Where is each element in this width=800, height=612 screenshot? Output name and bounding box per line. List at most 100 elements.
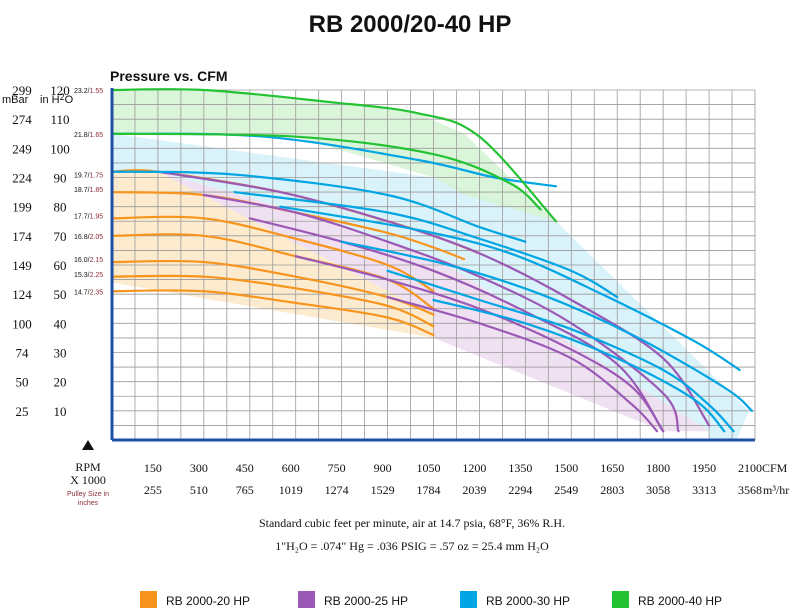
curve-3 <box>110 215 435 293</box>
x-tick-m3hr: 3313 <box>692 483 716 497</box>
y-tick-inh2o: 70 <box>54 229 67 244</box>
left-axis-unit: mBar <box>2 94 29 106</box>
y-tick-inh2o: 40 <box>54 316 67 331</box>
curve-10 <box>248 217 665 433</box>
x-tick-m3hr: 765 <box>236 483 254 497</box>
curve-label: 19.7/1.75 <box>74 173 103 180</box>
footnote-conversion: 1"H₂O = .074" Hg = .036 PSIG = .57 oz = … <box>275 539 549 553</box>
y-tick-inh2o: 20 <box>54 375 67 390</box>
y-tick-mbar: 224 <box>12 171 32 186</box>
y-tick-mbar: 249 <box>12 141 32 156</box>
y-tick-mbar: 25 <box>16 404 29 419</box>
x-tick-cfm: 1650 <box>600 461 624 475</box>
legend-label: RB 2000-40 HP <box>638 594 722 608</box>
y-tick-mbar: 124 <box>12 287 32 302</box>
rpm-label: RPM <box>75 460 101 474</box>
x-tick-m3hr: 3058 <box>646 483 670 497</box>
x-tick-cfm: 450 <box>236 461 254 475</box>
y-tick-inh2o: 120 <box>50 83 70 98</box>
x-tick-cfm: 1800 <box>646 461 670 475</box>
x-tick-cfm: 300 <box>190 461 208 475</box>
footnote-conditions: Standard cubic feet per minute, air at 1… <box>259 516 565 530</box>
x-unit-cfm: CFM <box>762 461 788 475</box>
y-tick-inh2o: 110 <box>50 112 69 127</box>
x-tick-m3hr: 2039 <box>462 483 486 497</box>
curve-21 <box>110 132 542 211</box>
y-tick-mbar: 100 <box>12 316 32 331</box>
curve-15 <box>233 190 619 299</box>
x-tick-cfm: 1050 <box>417 461 441 475</box>
y-tick-inh2o: 30 <box>54 346 67 361</box>
curve-7 <box>110 289 435 337</box>
legend-label: RB 2000-25 HP <box>324 594 408 608</box>
x-tick-cfm: 1200 <box>462 461 486 475</box>
right-axis-unit-main: in H <box>40 94 60 106</box>
curve-9 <box>202 193 680 433</box>
curve-17 <box>340 240 754 412</box>
curve-label: 18.7/1.85 <box>74 187 103 194</box>
chart-subtitle: Pressure vs. CFM <box>110 68 228 84</box>
x-tick-m3hr: 1529 <box>371 483 395 497</box>
x-tick-cfm: 2100 <box>738 461 762 475</box>
x-tick-cfm: 600 <box>282 461 300 475</box>
chart-title: RB 2000/20-40 HP <box>309 11 512 38</box>
region-4 <box>112 90 556 222</box>
y-tick-inh2o: 100 <box>50 141 70 156</box>
curve-18 <box>386 269 735 433</box>
curve-19 <box>432 298 726 433</box>
x-tick-cfm: 1950 <box>692 461 716 475</box>
curve-6 <box>110 274 435 328</box>
y-tick-inh2o: 90 <box>54 171 67 186</box>
x-tick-cfm: 1500 <box>554 461 578 475</box>
right-axis-unit-sub: 2 <box>60 92 65 102</box>
y-tick-mbar: 50 <box>16 375 29 390</box>
legend-swatch <box>460 591 477 608</box>
y-tick-inh2o: 50 <box>54 287 67 302</box>
curve-labels: 23.2/1.55 21.8/1.65 19.7/1.75 18.7/1.85 17.7… <box>74 88 103 296</box>
pulley-note: Pulley Size in inches <box>67 491 109 507</box>
y-tick-mbar: 74 <box>16 346 30 361</box>
right-axis-unit-tail: O <box>65 94 74 106</box>
curve-16 <box>279 205 741 372</box>
curve-label: 17.7/1.95 <box>74 213 103 220</box>
curve-8 <box>156 170 711 427</box>
curve-20 <box>110 88 558 223</box>
y-tick-inh2o: 60 <box>54 258 67 273</box>
y-tick-mbar: 174 <box>12 229 32 244</box>
x-tick-cfm: 1350 <box>508 461 532 475</box>
x-tick-cfm: 150 <box>144 461 162 475</box>
curve-label: 21.8/1.65 <box>74 132 103 139</box>
curve-label: 16.8/2.05 <box>74 234 103 241</box>
axes <box>110 88 755 442</box>
x-tick-m3hr: 255 <box>144 483 162 497</box>
y-tick-inh2o: 80 <box>54 200 67 215</box>
curve-label: 23.2/1.55 <box>74 88 103 95</box>
curve-label: 15.3/2.25 <box>74 272 103 279</box>
rpm-multiplier: X 1000 <box>70 473 106 487</box>
region-3 <box>112 133 749 440</box>
x-tick-m3hr: 1274 <box>325 483 349 497</box>
right-axis-unit: in H2O <box>40 92 74 106</box>
legend-label: RB 2000-20 HP <box>166 594 250 608</box>
legend: RB 2000-20 HP RB 2000-25 HP RB 2000-30 HP R… <box>140 591 722 608</box>
x-tick-cfm: 900 <box>374 461 392 475</box>
curve-label: 14.7/2.35 <box>74 289 103 296</box>
x-tick-m3hr: 3568 <box>738 483 762 497</box>
x-unit-m3hr: m³/hr <box>763 483 789 497</box>
x-tick-m3hr: 2803 <box>600 483 624 497</box>
x-tick-m3hr: 2549 <box>554 483 578 497</box>
x-tick-labels: 150 255 300 510 450 765 600 1019 750 1274 900 1529 1… <box>144 461 762 497</box>
x-tick-m3hr: 1019 <box>279 483 303 497</box>
legend-swatch <box>612 591 629 608</box>
legend-swatch <box>298 591 315 608</box>
curve-2 <box>110 190 466 261</box>
y-tick-mbar: 149 <box>12 258 32 273</box>
curve-12 <box>386 295 659 433</box>
curve-14 <box>110 170 527 243</box>
y-tick-mbar: 274 <box>12 112 32 127</box>
x-tick-cfm: 750 <box>328 461 346 475</box>
curve-11 <box>294 255 665 433</box>
x-tick-m3hr: 2294 <box>508 483 532 497</box>
